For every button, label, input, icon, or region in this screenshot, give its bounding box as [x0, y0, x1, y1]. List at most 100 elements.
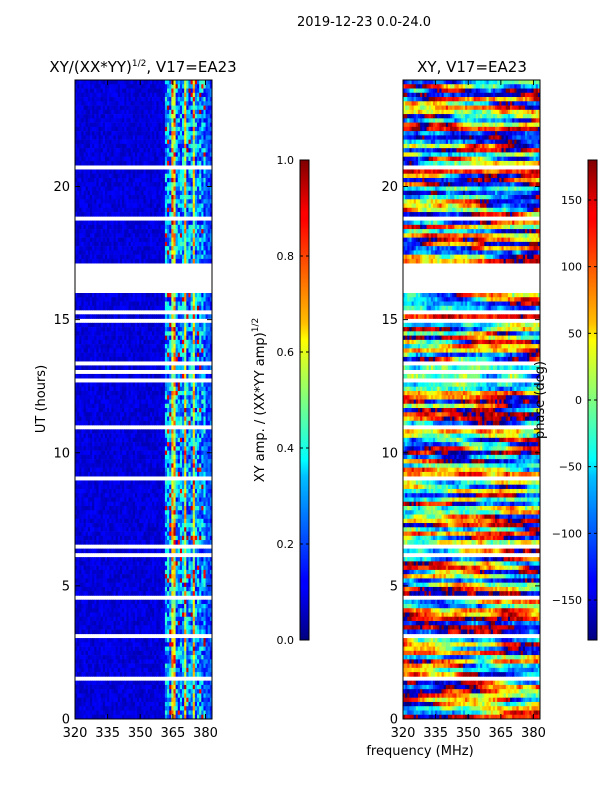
heatmap-cell [81, 135, 84, 140]
heatmap-cell [77, 139, 80, 145]
heatmap-cell [149, 118, 153, 123]
heatmap-cell [201, 97, 204, 102]
heatmap-cell [139, 148, 142, 153]
heatmap-cell [184, 148, 187, 153]
heatmap-cell [104, 131, 108, 136]
heatmap-cell [83, 109, 87, 115]
heatmap-cell [94, 118, 97, 123]
heatmap-cell [175, 105, 179, 111]
heatmap-cell [209, 135, 213, 140]
heatmap-cell [113, 131, 117, 136]
heatmap-cell [160, 88, 164, 94]
heatmap-cell [132, 97, 136, 102]
heatmap-cell [109, 84, 112, 89]
heatmap-cell [75, 156, 78, 162]
heatmap-cell [188, 135, 191, 140]
heatmap-cell [203, 84, 206, 89]
heatmap-cell [182, 84, 185, 89]
heatmap-cell [107, 109, 110, 115]
heatmap-cell [154, 139, 157, 145]
heatmap-cell [87, 105, 91, 111]
heatmap-cell [171, 105, 174, 111]
heatmap-cell [207, 105, 211, 111]
heatmap-cell [149, 143, 153, 149]
heatmap-cell [119, 135, 123, 140]
heatmap-cell [96, 84, 99, 89]
heatmap-cell [117, 97, 121, 102]
heatmap-cell [173, 101, 177, 106]
heatmap-cell [164, 118, 168, 123]
heatmap-cell [113, 118, 117, 123]
heatmap-cell [77, 118, 80, 123]
heatmap-cell [139, 143, 142, 149]
heatmap-cell [128, 152, 132, 157]
heatmap-cell [171, 156, 174, 162]
heatmap-cell [85, 152, 89, 157]
heatmap-cell [109, 135, 112, 140]
heatmap-cell [145, 135, 149, 140]
heatmap-cell [169, 118, 172, 123]
heatmap-cell [139, 126, 142, 132]
heatmap-cell [128, 101, 132, 106]
heatmap-cell [137, 97, 140, 102]
heatmap-cell [122, 118, 125, 123]
heatmap-cell [199, 84, 202, 89]
heatmap-cell [109, 114, 112, 119]
heatmap-cell [156, 139, 159, 145]
heatmap-cell [201, 84, 204, 89]
heatmap-cell [177, 114, 181, 119]
heatmap-cell [194, 135, 198, 140]
heatmap-cell [79, 97, 82, 102]
heatmap-cell [98, 135, 102, 140]
heatmap-cell [96, 135, 99, 140]
heatmap-cell [98, 152, 102, 157]
heatmap-cell [192, 84, 196, 89]
heatmap-cell [122, 97, 125, 102]
heatmap-cell [194, 88, 198, 94]
heatmap-cell [169, 80, 172, 85]
heatmap-cell [145, 84, 149, 89]
heatmap-cell [137, 139, 140, 145]
heatmap-cell [199, 97, 202, 102]
heatmap-cell [85, 114, 89, 119]
heatmap-cell [115, 92, 119, 98]
heatmap-cell [186, 148, 189, 153]
heatmap-cell [124, 105, 127, 111]
heatmap-cell [89, 126, 93, 132]
heatmap-cell [199, 101, 202, 106]
heatmap-cell [147, 148, 151, 153]
heatmap-cell [194, 97, 198, 102]
heatmap-cell [192, 114, 196, 119]
heatmap-cell [75, 101, 78, 106]
heatmap-cell [137, 126, 140, 132]
heatmap-cell [205, 88, 209, 94]
heatmap-cell [173, 126, 177, 132]
heatmap-cell [173, 114, 177, 119]
heatmap-cell [109, 80, 112, 85]
heatmap-cell [107, 139, 110, 145]
heatmap-cell [128, 118, 132, 123]
heatmap-cell [137, 105, 140, 111]
heatmap-cell [96, 156, 99, 162]
heatmap-cell [190, 114, 194, 119]
heatmap-cell [205, 97, 209, 102]
heatmap-cell [111, 114, 114, 119]
heatmap-cell [192, 97, 196, 102]
heatmap-cell [89, 122, 93, 128]
heatmap-cell [188, 114, 191, 119]
heatmap-cell [81, 152, 84, 157]
heatmap-cell [186, 156, 189, 162]
heatmap-cell [199, 80, 202, 85]
heatmap-cell [126, 122, 129, 128]
heatmap-cell [139, 139, 142, 145]
heatmap-cell [119, 156, 123, 162]
heatmap-cell [158, 80, 162, 85]
heatmap-cell [162, 80, 166, 85]
heatmap-cell [154, 97, 157, 102]
heatmap-cell [124, 84, 127, 89]
heatmap-cell [83, 156, 87, 162]
heatmap-cell [171, 143, 174, 149]
heatmap-cell [81, 97, 84, 102]
heatmap-cell [201, 109, 204, 115]
heatmap-cell [87, 131, 91, 136]
